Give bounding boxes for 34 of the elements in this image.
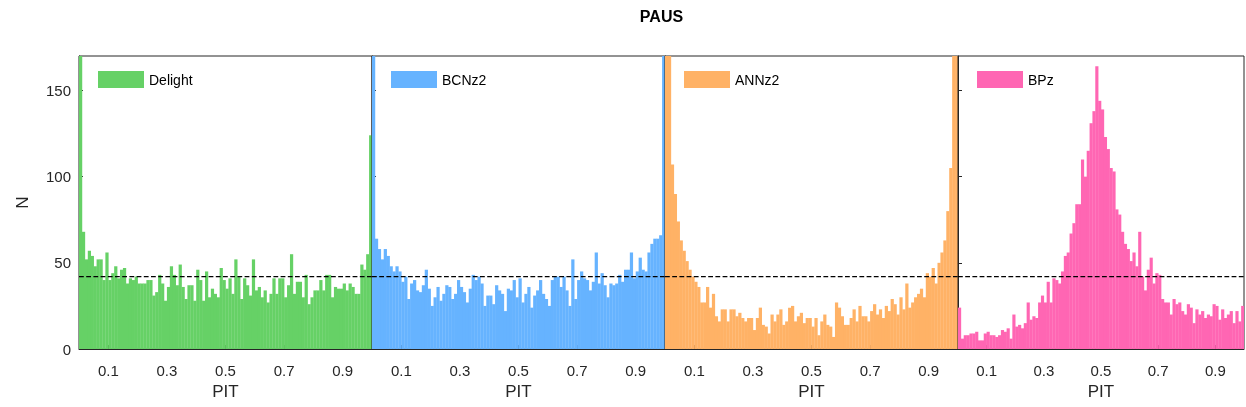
x-tick-label: 0.1 (976, 362, 998, 379)
x-tick-label: 0.5 (1090, 362, 1112, 379)
x-tick-label: 0.3 (742, 362, 764, 379)
x-tick-label: 0.3 (156, 362, 178, 379)
chart-title: PAUS (638, 8, 685, 26)
x-tick-label: 0.7 (859, 362, 881, 379)
x-tick-label: 0.3 (1033, 362, 1055, 379)
x-axis-title: PIT (1087, 381, 1115, 401)
x-tick-label: 0.7 (273, 362, 295, 379)
x-tick-label: 0.9 (1204, 362, 1226, 379)
x-tick-label: 0.7 (1147, 362, 1169, 379)
x-tick-label: 0.1 (390, 362, 412, 379)
x-tick-label: 0.5 (508, 362, 529, 379)
x-tick-label: 0.9 (332, 362, 354, 379)
x-tick-label: 0.9 (625, 362, 647, 379)
x-axis-title: PIT (798, 381, 825, 401)
x-axis-title: PIT (212, 381, 239, 401)
legend-label: BPz (1028, 71, 1054, 88)
x-tick-label: 0.1 (97, 362, 119, 379)
x-tick-label: 0.9 (918, 362, 940, 379)
y-tick-label: 0 (62, 340, 71, 358)
x-axis-title: PIT (505, 381, 532, 401)
legend-label: ANNz2 (735, 71, 780, 88)
x-tick-label: 0.1 (683, 362, 705, 379)
x-tick-label: 0.7 (566, 362, 588, 379)
y-axis-title: N (13, 196, 32, 209)
x-tick-label: 0.5 (801, 362, 822, 379)
y-tick-label: 100 (45, 168, 71, 186)
x-tick-label: 0.5 (215, 362, 236, 379)
legend-label: Delight (149, 71, 193, 88)
legend-label: BCNz2 (442, 71, 487, 88)
y-tick-label: 50 (54, 254, 71, 272)
y-tick-label: 150 (45, 81, 71, 99)
x-tick-label: 0.3 (449, 362, 471, 379)
